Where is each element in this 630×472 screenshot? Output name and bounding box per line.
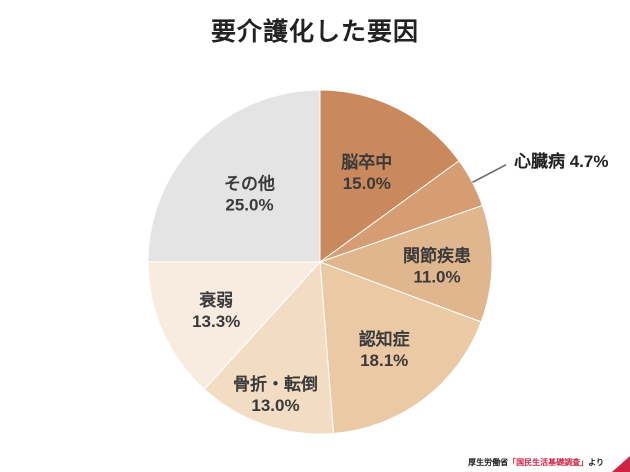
source-prefix: 厚生労働省	[468, 458, 509, 467]
slice-label-その他: その他 25.0%	[224, 173, 275, 214]
pie-slice-衰弱	[147, 261, 322, 391]
slice-label-関節疾患: 関節疾患 11.0%	[403, 245, 471, 286]
pie-slice-その他	[147, 89, 321, 263]
chart-title: 要介護化した要因	[210, 18, 419, 46]
slice-label-骨折・転倒: 骨折・転倒 13.0%	[233, 374, 318, 415]
callout-line-心臓病	[472, 164, 507, 183]
source-note: 厚生労働省「国民生活基礎調査」より	[468, 457, 604, 468]
pie-slice-骨折・転倒	[203, 260, 335, 435]
pie-slice-関節疾患	[318, 204, 493, 323]
source-quoted: 「国民生活基礎調査」	[508, 458, 589, 467]
slice-label-脳卒中: 脳卒中 15.0%	[341, 152, 392, 193]
corner-accent-triangle	[612, 456, 630, 472]
pie-slice-脳卒中	[319, 89, 460, 263]
pie-slice-認知症	[319, 261, 482, 435]
slice-label-衰弱: 衰弱 13.3%	[192, 290, 240, 331]
source-suffix: より	[588, 458, 604, 467]
slice-label-心臓病: 心臓病 4.7%	[514, 151, 608, 171]
slice-label-認知症: 認知症 18.1%	[359, 329, 410, 370]
